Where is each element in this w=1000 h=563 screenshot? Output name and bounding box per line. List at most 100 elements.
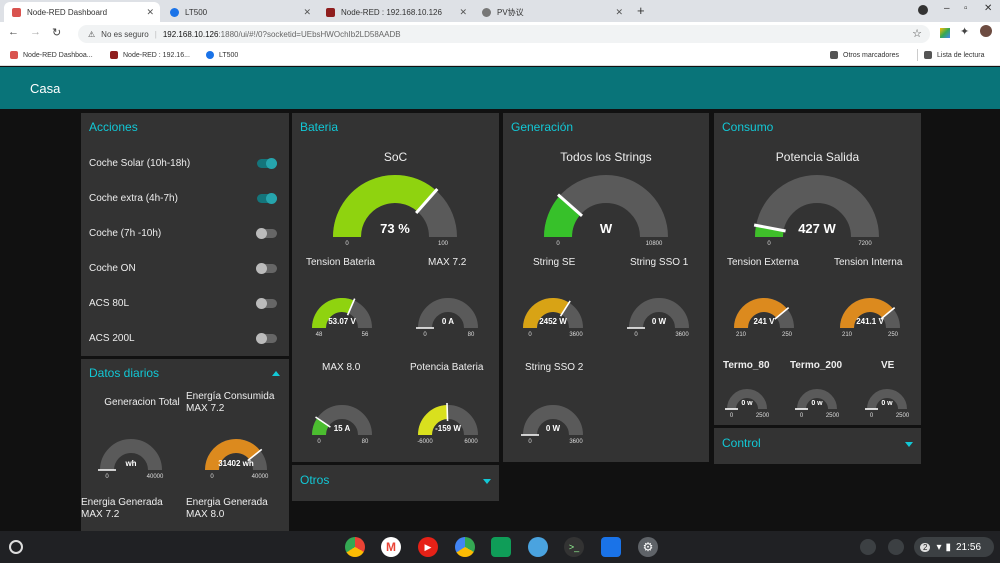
reading-list[interactable]: Lista de lectura bbox=[924, 51, 984, 59]
toggle-label: ACS 200L bbox=[89, 333, 135, 344]
toggle-switch[interactable] bbox=[256, 298, 277, 309]
gauge-min-label: 0 bbox=[528, 439, 532, 445]
gauge-track bbox=[418, 298, 478, 329]
gauge-gen-total: wh 0 40000 bbox=[98, 439, 164, 480]
gauge-value: 0 w bbox=[811, 400, 823, 407]
gauge-max-label: 100 bbox=[438, 241, 449, 247]
gauge-value: W bbox=[600, 221, 613, 236]
card-title: Otros bbox=[300, 473, 330, 487]
bookmark-lt500[interactable]: LT500 bbox=[206, 51, 238, 59]
gauge-value: 427 W bbox=[798, 221, 836, 236]
generacion-card: Generación Todos los Strings String SE S… bbox=[503, 113, 709, 462]
gauge-ve: 0 w 0 2500 bbox=[865, 389, 910, 419]
otros-card[interactable]: Otros bbox=[292, 465, 499, 501]
label-string-sso1: String SSO 1 bbox=[630, 257, 689, 268]
gmail-icon[interactable]: M bbox=[381, 537, 401, 557]
bookmark-label: LT500 bbox=[219, 51, 239, 59]
sheets-icon[interactable] bbox=[491, 537, 511, 557]
label-ve: VE bbox=[881, 360, 895, 371]
clipboard-icon[interactable] bbox=[860, 539, 876, 555]
gauge-value: 241 V bbox=[754, 317, 776, 326]
drive-extension-icon[interactable] bbox=[940, 28, 950, 38]
settings-gear-icon[interactable]: ⚙ bbox=[638, 537, 658, 557]
bookmark-node-red-dashboard[interactable]: Node-RED Dashboa... bbox=[10, 51, 93, 59]
warning-icon: ⚠ bbox=[88, 29, 96, 39]
gauge-t200: 0 w 0 2500 bbox=[795, 389, 840, 419]
tab-search-icon[interactable] bbox=[918, 5, 928, 15]
gauge-track bbox=[755, 175, 879, 238]
bookmark-node-red-editor[interactable]: Node-RED : 192.16... bbox=[110, 51, 190, 59]
toggle-label: Coche Solar (10h-18h) bbox=[89, 158, 191, 169]
toggle-switch[interactable] bbox=[256, 333, 277, 344]
other-bookmarks[interactable]: Otros marcadores bbox=[830, 51, 899, 59]
bookmark-label: Node-RED : 192.16... bbox=[123, 51, 190, 59]
gauge-needle bbox=[559, 300, 571, 317]
close-icon[interactable]: ✕ bbox=[459, 6, 467, 17]
gauge-value: 241.1 V bbox=[856, 317, 884, 326]
label-energia-generada-80: Energia Generada MAX 8.0 bbox=[186, 497, 268, 520]
system-tray[interactable]: 2 ▾ ▮ 21:56 bbox=[914, 537, 994, 557]
files-icon[interactable] bbox=[601, 537, 621, 557]
reading-list-icon bbox=[924, 51, 932, 59]
puzzle-extensions-icon[interactable]: ✦ bbox=[960, 26, 970, 38]
collapse-caret-icon[interactable] bbox=[272, 371, 280, 376]
reload-icon[interactable]: ↻ bbox=[52, 27, 62, 39]
label-soc: SoC bbox=[383, 150, 408, 164]
play-store-icon[interactable] bbox=[455, 537, 475, 557]
bookmark-label: Lista de lectura bbox=[937, 51, 985, 59]
gauge-pot-bat: -159 W-6000 6000 bbox=[417, 402, 478, 445]
minimize-icon[interactable]: – bbox=[944, 3, 950, 14]
toggle-knob bbox=[256, 298, 267, 309]
label-max80: MAX 8.0 bbox=[322, 362, 361, 373]
restore-icon[interactable]: ▫ bbox=[964, 3, 968, 14]
close-icon[interactable]: ✕ bbox=[615, 6, 623, 17]
toggle-knob bbox=[256, 333, 267, 344]
node-red-favicon-icon bbox=[12, 7, 21, 17]
gauge-track bbox=[523, 405, 583, 436]
gauge-min-label: 0 bbox=[870, 413, 874, 419]
toggle-switch[interactable] bbox=[256, 228, 277, 239]
tab-lt500[interactable]: LT500 ✕ bbox=[162, 2, 317, 22]
star-icon[interactable]: ☆ bbox=[912, 28, 922, 40]
gauge-fill bbox=[205, 439, 261, 471]
os-taskbar: M ▶ >_ ⚙ 2 ▾ ▮ 21:56 bbox=[0, 531, 1000, 563]
expand-caret-icon[interactable] bbox=[483, 479, 491, 484]
control-card[interactable]: Control bbox=[714, 428, 921, 464]
close-window-icon[interactable]: ✕ bbox=[984, 3, 993, 14]
gauge-value: 0 w bbox=[741, 400, 753, 407]
gauge-min-label: 0 bbox=[634, 332, 638, 338]
toggle-switch[interactable] bbox=[256, 263, 277, 274]
launcher-icon[interactable] bbox=[9, 540, 23, 554]
phone-hub-icon[interactable] bbox=[888, 539, 904, 555]
new-tab-plus-icon[interactable]: + bbox=[637, 3, 645, 18]
gauge-min-label: -6000 bbox=[417, 439, 433, 445]
gauge-min-label: 0 bbox=[345, 241, 349, 247]
back-arrow-icon[interactable]: ← bbox=[8, 26, 19, 38]
gauge-needle bbox=[346, 298, 356, 316]
toggle-switch[interactable] bbox=[257, 193, 277, 204]
page-title: Casa bbox=[30, 80, 61, 96]
browser-tab-strip: Node-RED Dashboard ✕ LT500 ✕ Node-RED : 19… bbox=[0, 0, 1000, 22]
toggle-switch[interactable] bbox=[257, 158, 277, 169]
bookmarks-bar: Node-RED Dashboa... Node-RED : 192.16...… bbox=[0, 46, 1000, 66]
label-string-sso2: String SSO 2 bbox=[525, 362, 584, 373]
expand-caret-icon[interactable] bbox=[905, 442, 913, 447]
tab-pv[interactable]: PV协议 ✕ bbox=[474, 2, 629, 22]
omnibox[interactable]: ⚠ No es seguro | 192.168.10.126:1880/ui/… bbox=[78, 25, 930, 43]
close-icon[interactable]: ✕ bbox=[303, 6, 311, 17]
weather-icon[interactable] bbox=[528, 537, 548, 557]
gauge-track bbox=[100, 439, 162, 471]
chrome-icon[interactable] bbox=[345, 537, 365, 557]
avatar[interactable] bbox=[980, 25, 992, 37]
node-red-favicon-icon bbox=[10, 51, 18, 59]
close-icon[interactable]: ✕ bbox=[146, 6, 154, 17]
terminal-icon[interactable]: >_ bbox=[564, 537, 584, 557]
tab-node-red-dashboard[interactable]: Node-RED Dashboard ✕ bbox=[4, 2, 160, 22]
label-generacion-total: Generacion Total bbox=[104, 397, 180, 408]
tab-node-red-editor[interactable]: Node-RED : 192.168.10.126 ✕ bbox=[318, 2, 473, 22]
gauge-fill bbox=[544, 196, 581, 238]
forward-arrow-icon[interactable]: → bbox=[30, 26, 41, 38]
label-tension-interna: Tension Interna bbox=[834, 257, 903, 268]
youtube-icon[interactable]: ▶ bbox=[418, 537, 438, 557]
